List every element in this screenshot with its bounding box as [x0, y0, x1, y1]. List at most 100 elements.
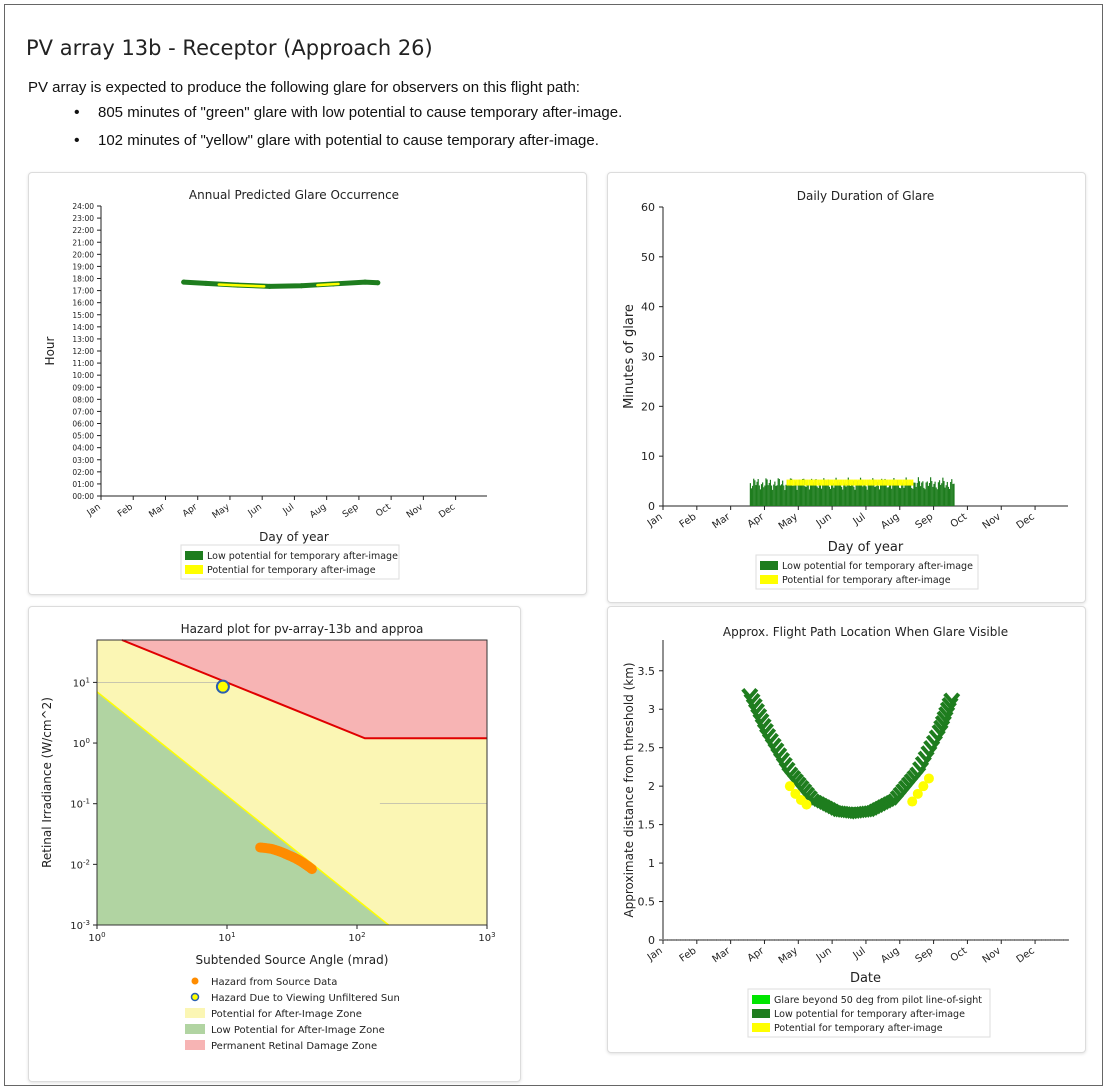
bar-low-potential — [838, 482, 840, 506]
bar-low-potential — [758, 485, 760, 506]
y-tick-label: 3 — [648, 703, 655, 716]
bar-low-potential — [847, 477, 849, 506]
baseline-point — [969, 939, 972, 941]
bar-low-potential — [859, 477, 862, 506]
x-tick-label: Jul — [281, 502, 296, 517]
data-point-low-potential — [181, 279, 187, 285]
bar-low-potential — [763, 487, 765, 506]
y-axis-label: Retinal Irradiance (W/cm^2) — [40, 697, 54, 868]
bar-low-potential — [865, 486, 867, 506]
data-point-potential — [337, 282, 340, 286]
y-tick-label: 03:00 — [72, 456, 94, 465]
bar-low-potential — [951, 479, 953, 506]
bar-low-potential — [803, 478, 805, 506]
baseline-point — [929, 939, 932, 941]
y-tick-label: 00:00 — [72, 492, 94, 501]
bar-low-potential — [892, 483, 894, 506]
bar-low-potential — [778, 478, 780, 506]
bar-low-potential — [875, 486, 877, 506]
legend-label: Permanent Retinal Damage Zone — [211, 1041, 377, 1052]
bar-low-potential — [764, 485, 766, 506]
baseline-point — [844, 939, 847, 941]
baseline-point — [986, 939, 989, 941]
bar-potential — [848, 479, 852, 486]
bar-low-potential — [854, 489, 856, 506]
bar-potential — [877, 479, 880, 486]
bar-low-potential — [805, 486, 807, 506]
y-tick-label: 30 — [641, 351, 655, 364]
baseline-point — [977, 939, 980, 941]
bar-potential — [810, 479, 814, 486]
bar-low-potential — [931, 481, 933, 506]
bar-low-potential — [786, 480, 788, 506]
baseline-point — [946, 939, 949, 941]
bar-potential — [839, 479, 843, 486]
bar-low-potential — [893, 478, 895, 506]
y-tick-label: 101 — [73, 676, 90, 689]
x-tick-label: Jan — [645, 511, 665, 529]
bar-potential — [799, 479, 803, 486]
bar-potential — [819, 479, 823, 486]
bar-low-potential — [896, 479, 898, 506]
bar-low-potential — [943, 481, 945, 506]
flight-point-potential — [784, 781, 795, 792]
y-tick-label: 10:00 — [72, 371, 94, 380]
bar-low-potential — [753, 478, 755, 506]
legend-swatch — [185, 1040, 205, 1050]
bar-low-potential — [935, 487, 937, 506]
bar-potential — [808, 479, 811, 486]
baseline-point — [822, 939, 825, 941]
bar-low-potential — [904, 482, 906, 506]
baseline-point — [715, 939, 718, 941]
bar-potential — [853, 479, 856, 486]
bar-low-potential — [928, 482, 931, 506]
bar-potential — [824, 479, 827, 486]
y-tick-label: 11:00 — [72, 359, 94, 368]
baseline-point — [791, 939, 794, 941]
bar-low-potential — [790, 478, 793, 506]
bar-low-potential — [815, 479, 817, 506]
bar-low-potential — [849, 485, 852, 506]
data-point-potential — [217, 283, 220, 286]
x-tick-label: Apr — [746, 511, 767, 530]
baseline-point — [813, 939, 816, 941]
bar-low-potential — [810, 478, 813, 506]
legend-label: Low Potential for After-Image Zone — [211, 1025, 385, 1036]
bar-low-potential — [947, 486, 950, 506]
baseline-point — [848, 939, 851, 941]
baseline-point — [688, 939, 691, 941]
bar-low-potential — [770, 485, 773, 506]
daily-duration-chart-panel: Daily Duration of Glare 0 10 20 30 40 50 60 Jan F… — [607, 172, 1086, 603]
flight-path-chart: Approx. Flight Path Location When Glare … — [622, 625, 1069, 1038]
bar-potential — [859, 479, 863, 486]
baseline-point — [1058, 939, 1061, 941]
bar-low-potential — [872, 478, 874, 506]
y-tick-label: 3.5 — [638, 665, 656, 678]
baseline-point — [893, 939, 896, 941]
baseline-point — [880, 939, 883, 941]
bar-low-potential — [784, 490, 786, 506]
baseline-point — [795, 939, 798, 941]
x-tick-label: May — [211, 502, 233, 521]
bar-potential — [815, 479, 818, 486]
legend-swatch — [752, 995, 770, 1004]
baseline-point — [915, 939, 918, 941]
baseline-point — [786, 939, 789, 941]
data-point-potential — [326, 283, 330, 286]
bar-low-potential — [795, 485, 797, 506]
baseline-point — [670, 939, 673, 941]
baseline-point — [911, 939, 914, 941]
y-tick-label: 21:00 — [72, 238, 94, 247]
x-tick-label: Mar — [148, 502, 168, 520]
baseline-point — [777, 939, 780, 941]
y-tick-label: 50 — [641, 251, 655, 264]
bar-low-potential — [846, 484, 848, 506]
series-potential-line — [218, 283, 265, 288]
bar-low-potential — [924, 489, 926, 506]
legend-label: Potential for After-Image Zone — [211, 1009, 362, 1020]
baseline-point — [697, 939, 700, 941]
baseline-point — [1031, 939, 1034, 941]
x-tick-label: Dec — [1015, 511, 1037, 531]
x-tick-label: Dec — [437, 502, 457, 520]
bar-low-potential — [798, 479, 800, 506]
